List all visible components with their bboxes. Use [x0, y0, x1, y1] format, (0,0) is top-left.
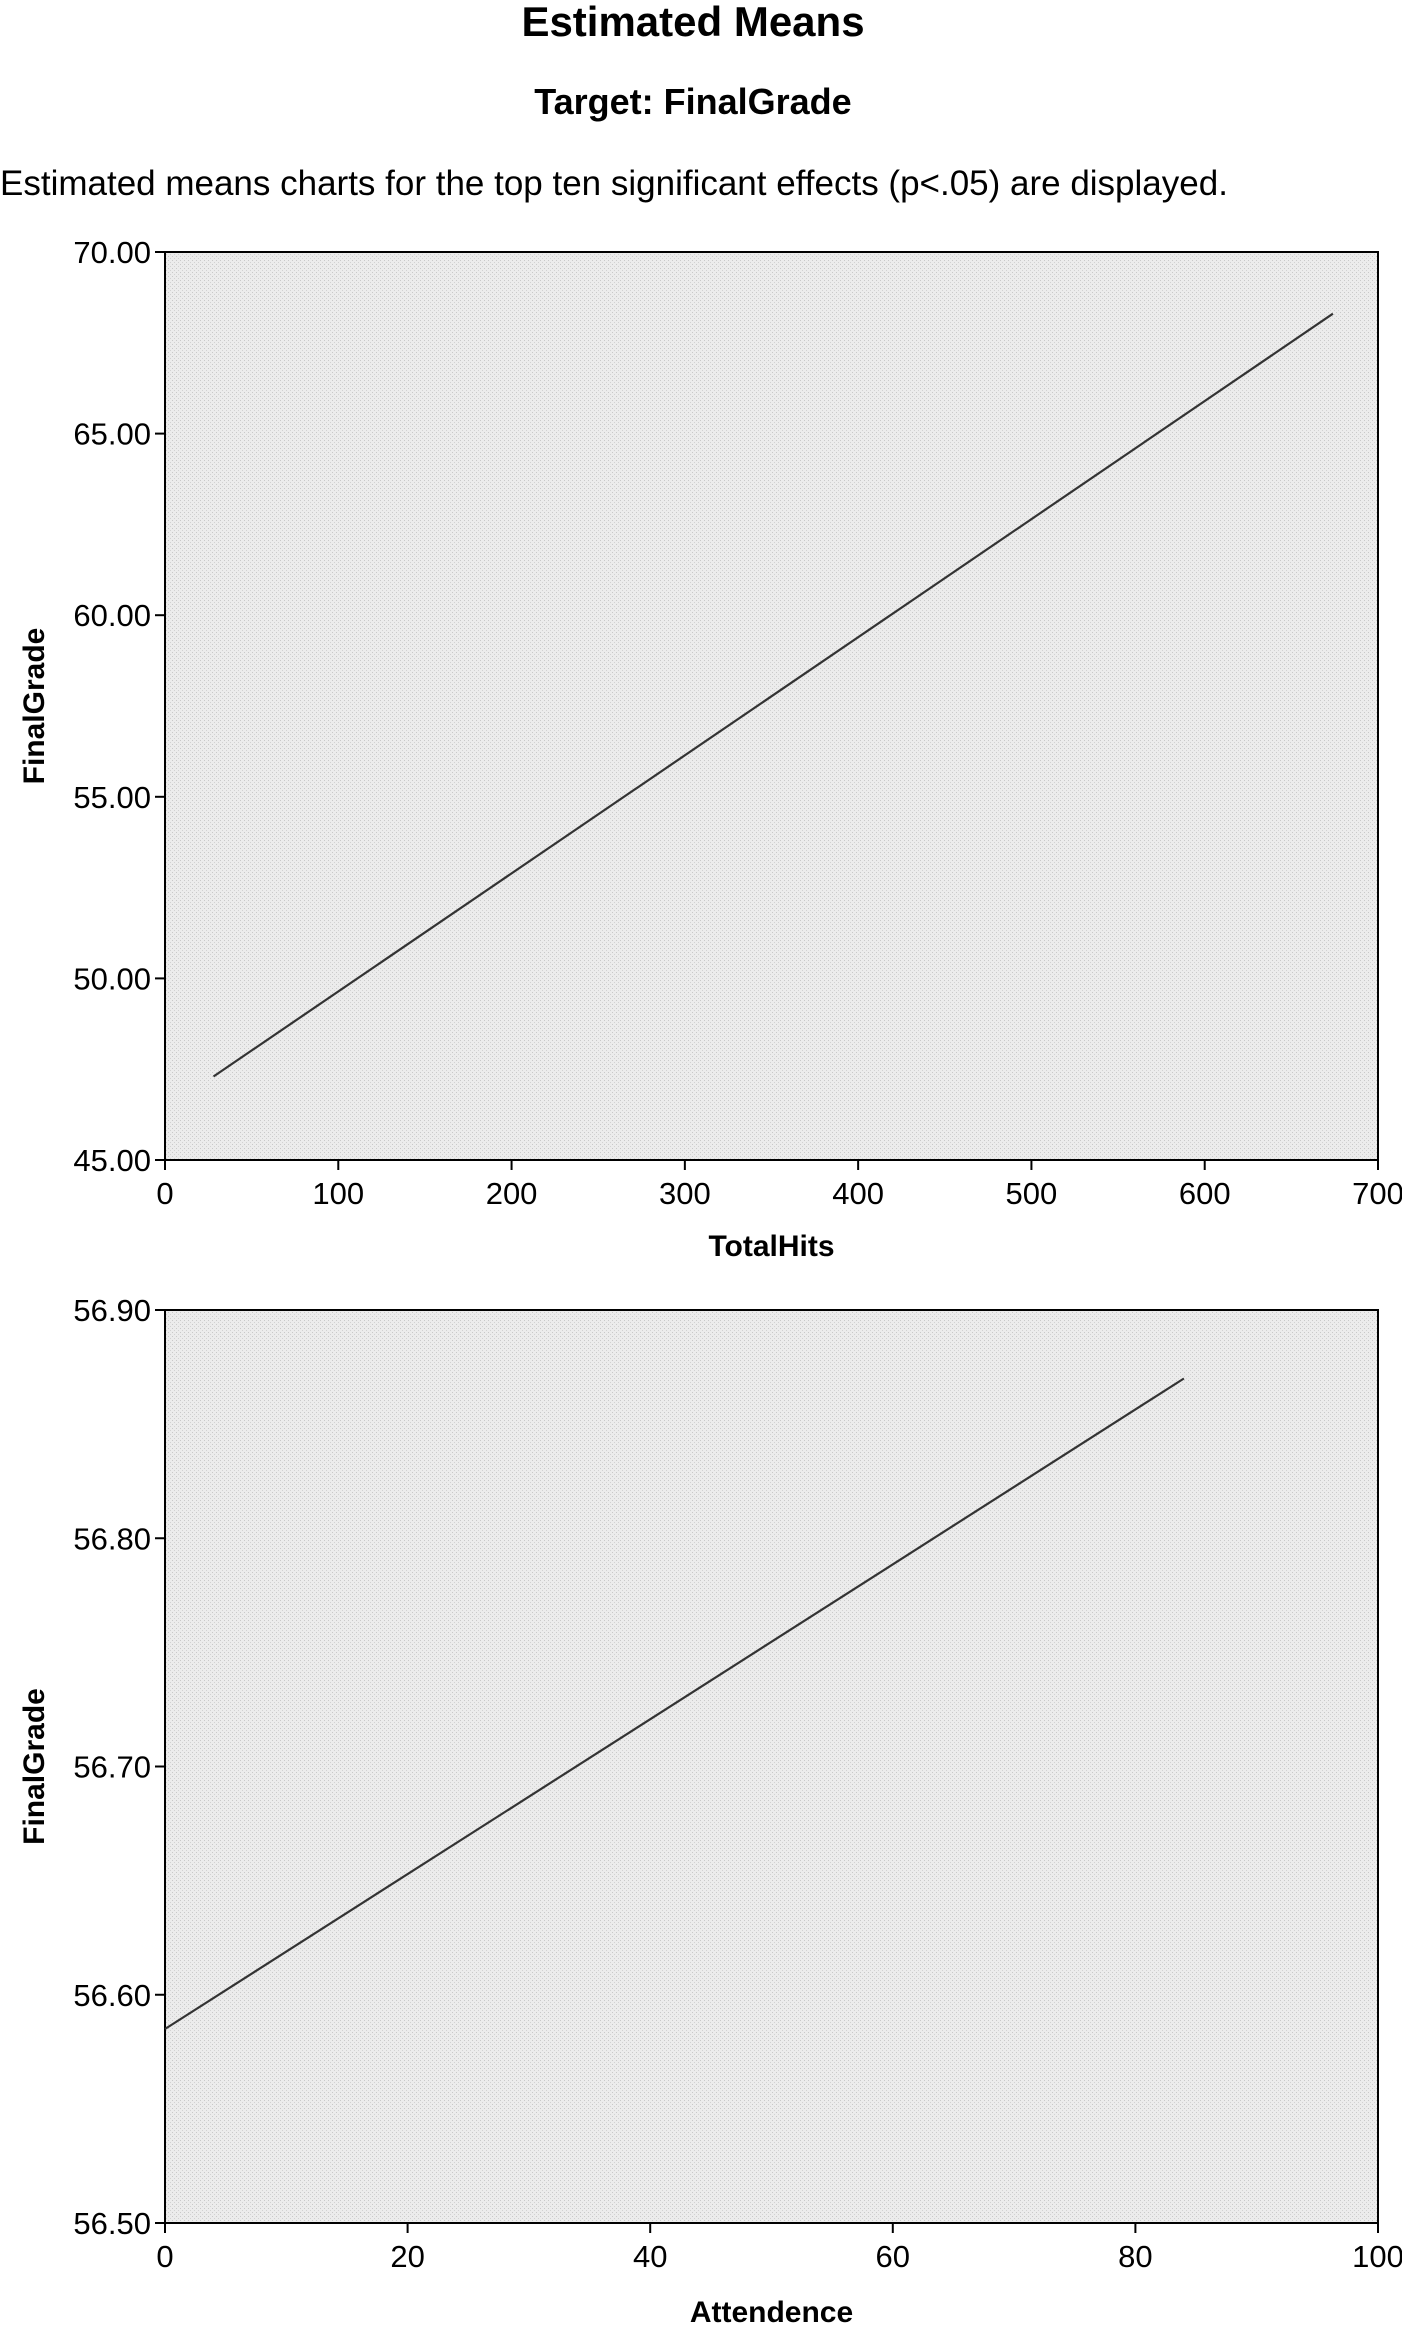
y-tick-label: 56.80 [73, 1521, 151, 1556]
estimated-mean-line [164, 1377, 1185, 2030]
plot-area [164, 1309, 1379, 2224]
y-tick-label: 45.00 [73, 1143, 151, 1178]
y-tick-label: 70.00 [73, 235, 151, 270]
x-tick-label: 20 [390, 2239, 424, 2274]
x-tick-label: 700 [1352, 1176, 1402, 1211]
y-tick-label: 56.60 [73, 1978, 151, 2013]
x-tick-label: 400 [832, 1176, 884, 1211]
y-tick-label: 55.00 [73, 780, 151, 815]
y-tick-label: 50.00 [73, 961, 151, 996]
chart-totalhits: 45.00 50.00 55.00 60.00 65.00 70.00 0 100 200 300… [18, 235, 1402, 1263]
y-tick-label: 56.70 [73, 1750, 151, 1785]
x-tick-label: 300 [659, 1176, 711, 1211]
x-tick-label: 80 [1118, 2239, 1152, 2274]
y-tick-label: 56.50 [73, 2206, 151, 2241]
y-axis-title: FinalGrade [18, 628, 51, 785]
x-tick-label: 100 [312, 1176, 364, 1211]
page-title: Estimated Means [521, 0, 865, 45]
charts-note: Estimated means charts for the top ten s… [0, 164, 1228, 203]
y-tick-label: 60.00 [73, 598, 151, 633]
x-tick-label: 500 [1006, 1176, 1058, 1211]
y-tick-label: 65.00 [73, 417, 151, 452]
x-tick-label: 0 [156, 1176, 173, 1211]
y-tick-label: 56.90 [73, 1293, 151, 1328]
x-tick-label: 200 [486, 1176, 538, 1211]
chart-attendence: 56.50 56.60 56.70 56.80 56.90 0 20 40 60 80 100 Att… [18, 1293, 1402, 2329]
estimated-mean-line [212, 312, 1334, 1078]
x-axis-title: Attendence [690, 2296, 853, 2329]
x-tick-label: 600 [1179, 1176, 1231, 1211]
plot-area [164, 251, 1379, 1161]
x-tick-label: 40 [633, 2239, 667, 2274]
x-tick-label: 60 [876, 2239, 910, 2274]
x-tick-label: 0 [156, 2239, 173, 2274]
x-tick-label: 100 [1352, 2239, 1402, 2274]
x-axis-title: TotalHits [708, 1230, 834, 1263]
y-axis-title: FinalGrade [18, 1688, 51, 1845]
target-subtitle: Target: FinalGrade [534, 81, 852, 122]
